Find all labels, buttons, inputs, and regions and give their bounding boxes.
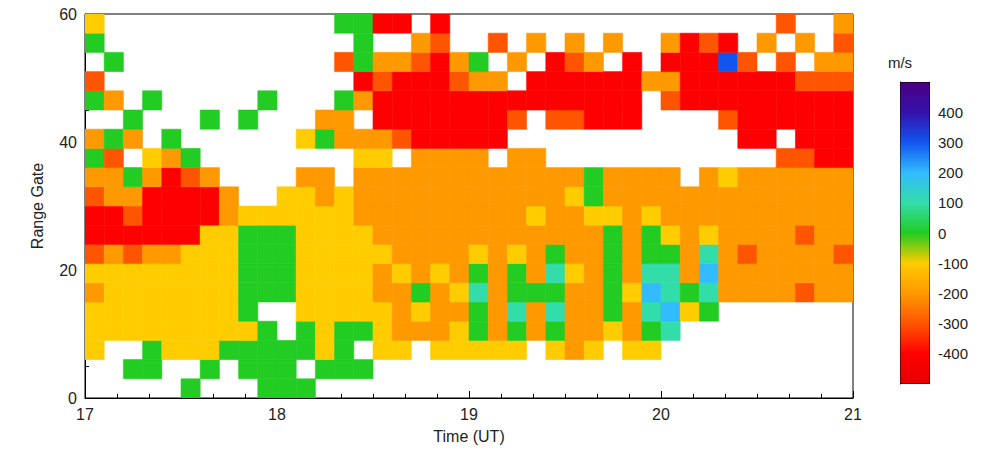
svg-text:20: 20 bbox=[652, 406, 670, 423]
svg-text:400: 400 bbox=[938, 104, 963, 121]
svg-text:0: 0 bbox=[68, 390, 77, 407]
svg-text:Time (UT): Time (UT) bbox=[433, 428, 504, 445]
svg-text:m/s: m/s bbox=[888, 54, 912, 71]
svg-text:40: 40 bbox=[59, 134, 77, 151]
svg-text:200: 200 bbox=[938, 164, 963, 181]
svg-text:0: 0 bbox=[938, 225, 946, 242]
svg-text:-200: -200 bbox=[938, 285, 968, 302]
svg-text:100: 100 bbox=[938, 194, 963, 211]
svg-text:19: 19 bbox=[460, 406, 478, 423]
svg-text:-400: -400 bbox=[938, 345, 968, 362]
svg-text:-100: -100 bbox=[938, 255, 968, 272]
svg-text:60: 60 bbox=[59, 6, 77, 23]
svg-text:20: 20 bbox=[59, 262, 77, 279]
svg-text:17: 17 bbox=[76, 406, 94, 423]
svg-text:300: 300 bbox=[938, 134, 963, 151]
svg-text:-300: -300 bbox=[938, 315, 968, 332]
svg-text:18: 18 bbox=[268, 406, 286, 423]
svg-text:Range Gate: Range Gate bbox=[29, 163, 46, 249]
svg-text:21: 21 bbox=[844, 406, 862, 423]
